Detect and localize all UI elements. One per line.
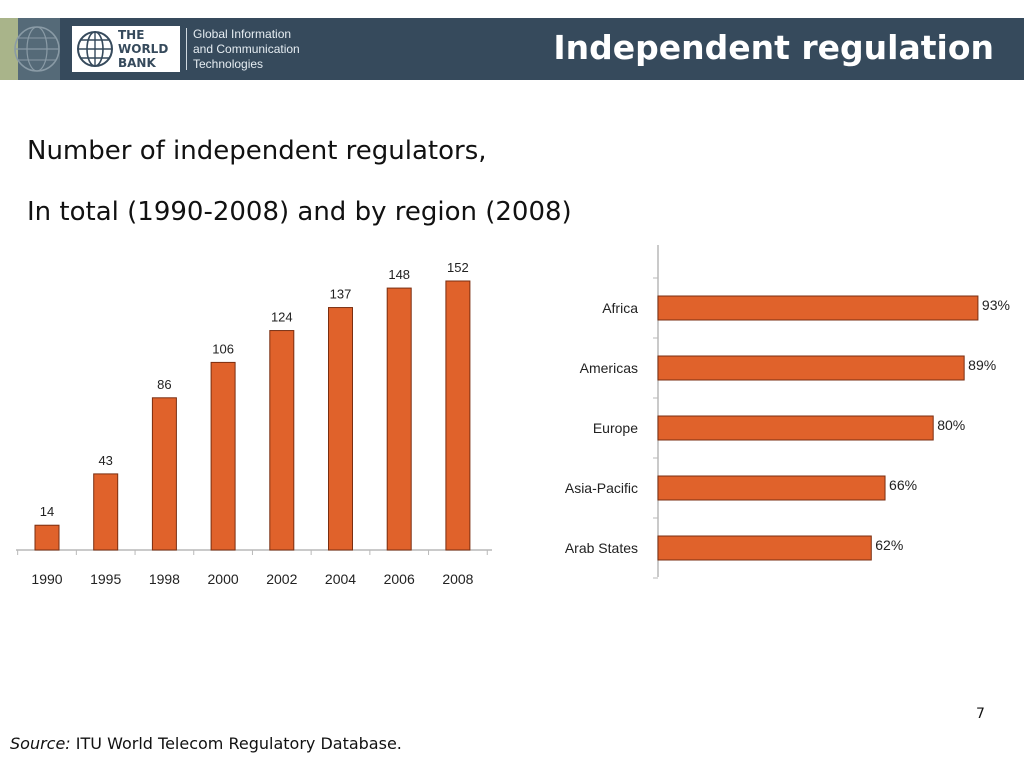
header-accent-strip [0,18,18,80]
x-tick-label-2000: 2000 [208,571,239,587]
regulators-total-bar-chart: 14 1990 43 1995 86 1998 106 2000 124 2002 137 2004 1… [16,260,492,587]
data-label-2006: 148 [388,267,410,282]
data-label-2002: 124 [271,310,293,325]
bar-africa [657,295,979,321]
bar-arab-states [657,535,872,561]
page-number: 7 [976,706,985,722]
source-text: ITU World Telecom Regulatory Database. [70,734,402,753]
regulators-by-region-bar-chart: Africa 93% Americas 89% Europe 80% Asia-Pacifi… [565,245,1010,579]
data-label-2008: 152 [447,260,469,275]
globe-outline-icon [14,26,60,72]
source-label: Source: [10,734,71,753]
logo-separator [186,28,187,70]
data-label-1995: 43 [98,453,112,468]
bar-europe [657,415,934,441]
data-label-americas: 89% [968,357,996,373]
x-tick-label-1995: 1995 [90,571,121,587]
category-label-arab-states: Arab States [565,540,638,556]
x-tick-label-1990: 1990 [31,571,62,587]
logo-subtitle-line-3: Technologies [193,57,264,71]
data-label-2004: 137 [330,287,352,302]
bar-1998 [151,397,177,551]
logo-subtitle-line-2: and Communication [193,42,300,56]
bar-1990 [34,524,60,551]
bar-2000 [210,361,236,551]
data-label-2000: 106 [212,341,234,356]
category-label-africa: Africa [602,300,638,316]
category-label-europe: Europe [593,420,638,436]
logo-subtitle-line-1: Global Information [193,27,292,41]
bar-americas [657,355,965,381]
world-bank-logo: THE WORLD BANK [72,26,180,72]
slide-title: Independent regulation [553,28,994,67]
logo-word-2: WORLD [118,42,169,56]
bar-2002 [269,330,295,551]
bar-2004 [328,307,353,551]
logo-word-1: THE [118,28,145,42]
x-tick-label-2004: 2004 [325,571,356,587]
header-decoration [0,18,60,80]
bar-2006 [386,287,412,551]
data-label-asia-pacific: 66% [889,477,917,493]
category-label-americas: Americas [580,360,638,376]
x-tick-label-2006: 2006 [384,571,415,587]
data-label-arab-states: 62% [875,537,903,553]
source-note: Source: ITU World Telecom Regulatory Dat… [10,734,402,753]
x-tick-label-1998: 1998 [149,571,180,587]
bar-2008 [445,280,471,551]
logo-word-3: BANK [118,56,156,70]
bar-asia-pacific [657,475,886,501]
x-tick-label-2008: 2008 [442,571,473,587]
data-label-europe: 80% [937,417,965,433]
category-label-asia-pacific: Asia-Pacific [565,480,638,496]
slide-header: THE WORLD BANK Global Information and Co… [0,18,1024,80]
x-tick-label-2002: 2002 [266,571,297,587]
chart-subtitle-line-1: Number of independent regulators, [27,136,487,166]
chart-subtitle-line-2: In total (1990-2008) and by region (2008… [27,197,572,227]
data-label-africa: 93% [982,297,1010,313]
bar-1995 [93,473,119,551]
world-bank-globe-icon [77,31,113,67]
data-label-1990: 14 [40,504,54,519]
data-label-1998: 86 [157,377,171,392]
